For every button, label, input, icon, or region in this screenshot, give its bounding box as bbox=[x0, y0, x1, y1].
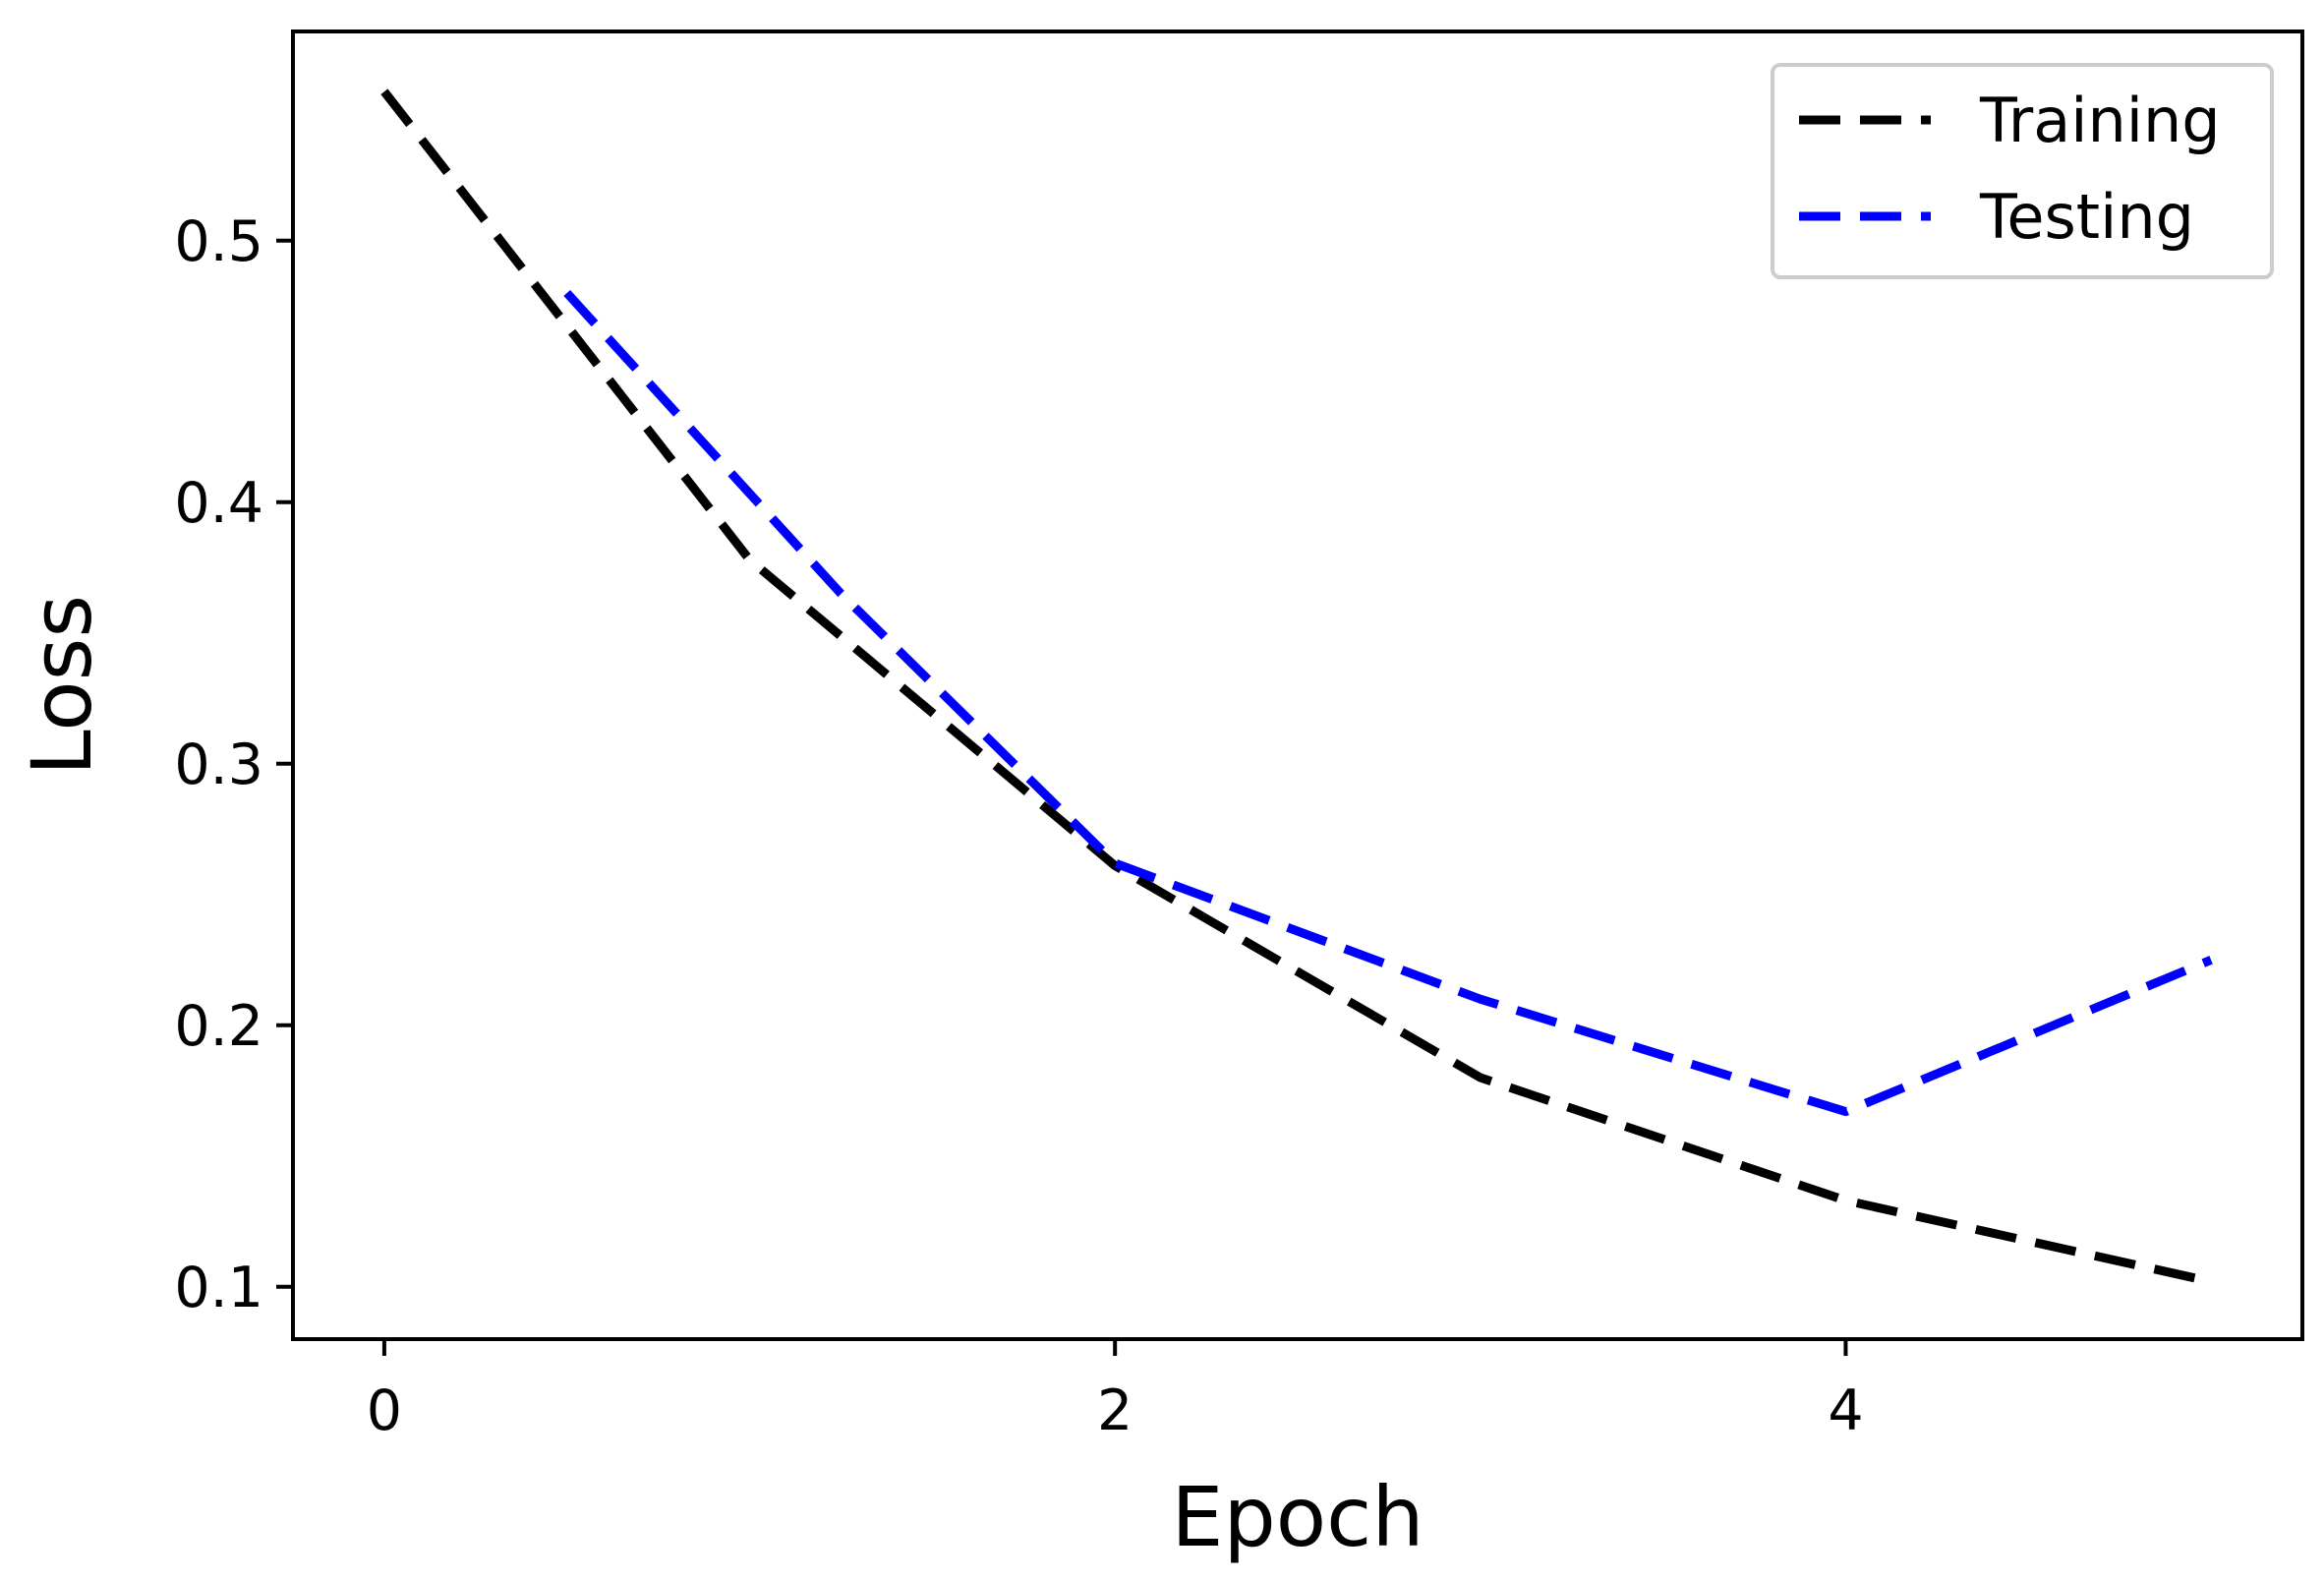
y-tick-label: 0.1 bbox=[174, 1256, 263, 1320]
y-tick-label: 0.3 bbox=[174, 732, 263, 797]
series-line-training bbox=[380, 88, 2213, 1286]
y-tick-label: 0.2 bbox=[174, 994, 263, 1059]
y-tick-label: 0.4 bbox=[174, 471, 263, 536]
x-axis-label: Epoch bbox=[1171, 1469, 1423, 1565]
y-axis-label: Loss bbox=[14, 595, 110, 776]
x-tick-label: 0 bbox=[367, 1378, 402, 1443]
legend: Training Testing bbox=[1771, 63, 2274, 279]
series-layer bbox=[380, 88, 2213, 1286]
legend-label-training: Training bbox=[1979, 85, 2221, 156]
plot-frame bbox=[291, 29, 2304, 1341]
x-ticks: 0 2 4 bbox=[367, 1339, 1864, 1443]
legend-label-testing: Testing bbox=[1979, 181, 2194, 253]
y-ticks: 0.1 0.2 0.3 0.4 0.5 bbox=[174, 209, 293, 1320]
y-tick-label: 0.5 bbox=[174, 209, 263, 274]
series-line-testing bbox=[563, 289, 2213, 1117]
legend-items: Training Testing bbox=[1799, 85, 2221, 253]
x-tick-label: 2 bbox=[1097, 1378, 1133, 1443]
x-tick-label: 4 bbox=[1828, 1378, 1863, 1443]
